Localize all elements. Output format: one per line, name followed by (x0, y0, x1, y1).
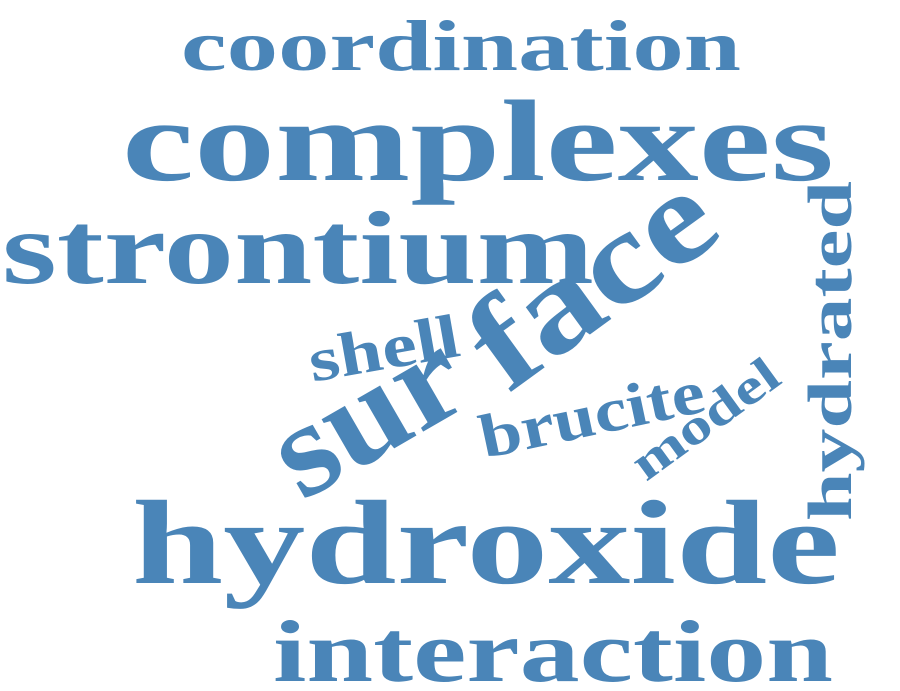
word-coordination: coordination (181, 6, 741, 86)
word-interaction: interaction (273, 604, 833, 691)
word-strontium: strontium (2, 191, 594, 306)
word-hydrated: hydrated (797, 181, 865, 521)
word-hydroxide: hydroxide (132, 476, 840, 609)
word-complexes: complexes (122, 78, 834, 206)
